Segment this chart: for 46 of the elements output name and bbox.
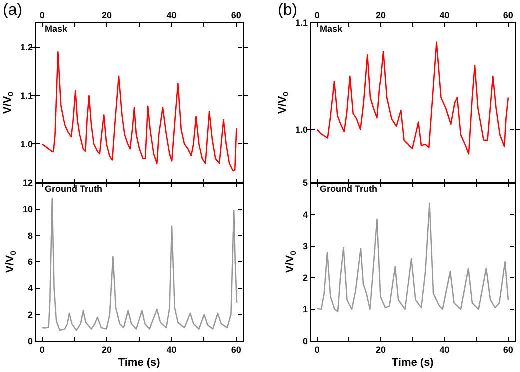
y-tick-label: 2 xyxy=(28,310,33,320)
x2-tick-label: 20 xyxy=(102,10,112,20)
line-series xyxy=(316,42,510,155)
y-tick-label: 1.0 xyxy=(296,124,308,135)
x-tick-label: 60 xyxy=(503,345,514,356)
x-axis-title: Time (s) xyxy=(392,357,434,370)
y-tick-label: 1 xyxy=(303,304,308,315)
y-tick-label: 12 xyxy=(22,178,33,188)
y-tick-label: 0 xyxy=(303,336,308,346)
line-series xyxy=(42,198,238,332)
y-tick-label: 4 xyxy=(303,210,308,220)
x2-tick-label: 0 xyxy=(314,10,320,20)
chart-title: Mask xyxy=(45,24,69,34)
y-tick-label: 1.2 xyxy=(20,42,33,52)
x-tick-label: 40 xyxy=(440,345,450,356)
x2-tick-label: 60 xyxy=(231,10,242,20)
x-axis-title: Time (s) xyxy=(118,357,161,370)
line-series xyxy=(42,51,238,172)
x2-tick-label: 20 xyxy=(376,10,386,20)
y-tick-label: 5 xyxy=(303,178,308,188)
y-tick-label: 1.1 xyxy=(20,90,33,101)
y-tick-label: 6 xyxy=(28,257,33,268)
y-tick-label: 3 xyxy=(303,241,308,252)
x-tick-label: 20 xyxy=(102,345,112,356)
y-tick-label: 8 xyxy=(28,230,33,241)
line-series xyxy=(316,202,510,312)
x-tick-label: 20 xyxy=(376,345,386,356)
x-tick-label: 0 xyxy=(40,345,45,356)
x2-tick-label: 40 xyxy=(166,10,177,20)
x2-tick-label: 60 xyxy=(503,10,514,20)
y-tick-label: 10 xyxy=(22,204,33,215)
x-tick-label: 0 xyxy=(314,345,320,356)
y-tick-label: 1.1 xyxy=(296,18,308,28)
text: (a) xyxy=(3,2,23,19)
text: (b) xyxy=(278,2,298,19)
x-tick-label: 40 xyxy=(166,345,177,356)
y-tick-label: 1.0 xyxy=(20,139,33,150)
chart-title: Ground Truth xyxy=(320,184,378,194)
y-tick-label: 4 xyxy=(28,284,33,294)
chart-title: Ground Truth xyxy=(45,184,102,194)
x-tick-label: 60 xyxy=(231,345,242,356)
chart-title: Mask xyxy=(320,24,344,34)
x2-tick-label: 40 xyxy=(440,10,450,20)
x2-tick-label: 0 xyxy=(40,10,45,20)
y-tick-label: 0 xyxy=(28,336,33,346)
y-tick-label: 2 xyxy=(303,273,308,284)
